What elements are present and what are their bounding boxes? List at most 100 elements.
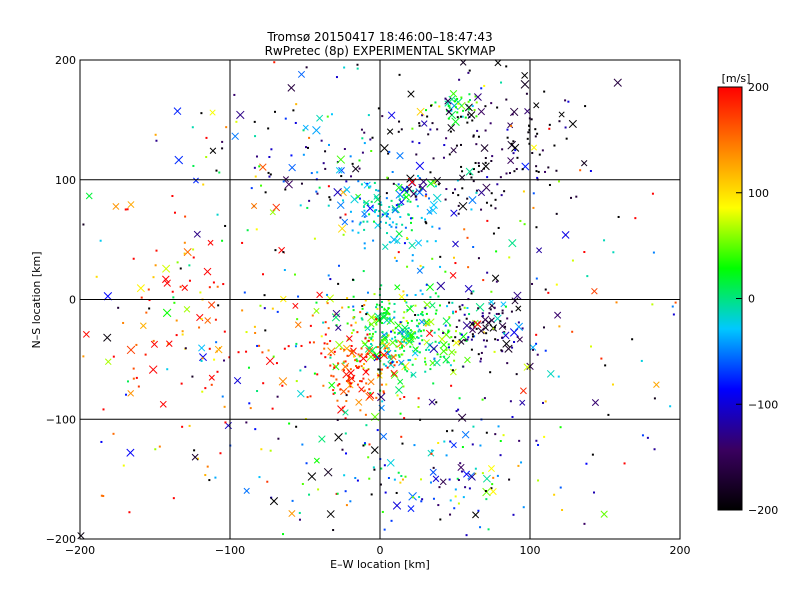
data-point-dot [535,277,538,280]
data-point-dot [429,171,432,174]
data-point-dot [409,200,412,203]
data-point-dot [306,396,309,399]
data-point-dot [373,209,376,212]
data-point-dot [438,105,441,108]
data-point-x [439,347,448,356]
data-point-dot [410,341,413,344]
data-point-dot [295,425,298,428]
data-point-x [392,501,402,510]
data-point-dot [224,421,227,424]
data-point-dot [461,115,464,118]
data-point-dot [489,308,492,311]
data-point-dot [430,452,433,455]
data-point-dot [351,229,354,232]
data-point-x [450,209,458,217]
data-point-dot [399,215,402,218]
data-point-dot [305,462,308,465]
data-point-dot [450,109,453,112]
data-point-dot [402,330,405,333]
data-point-dot [418,124,421,127]
data-point-dot [362,220,365,223]
data-point-dot [388,302,391,305]
data-point-dot [412,189,415,192]
data-point-x [236,110,245,120]
data-point-dot [537,443,540,446]
data-point-dot [438,486,441,489]
data-point-dot [367,114,370,117]
data-point-dot [363,247,366,250]
data-point-dot [472,134,475,137]
data-point-x [439,478,447,486]
data-point-dot [215,169,218,172]
data-point-dot [269,449,272,452]
data-point-dot [435,401,438,404]
data-point-x [335,340,344,350]
data-point-dot [511,346,514,349]
data-point-dot [326,342,329,345]
data-point-dot [534,128,537,131]
data-point-dot [366,311,369,314]
data-point-dot [367,456,370,459]
data-point-x [343,186,351,194]
data-point-x [437,334,447,344]
data-point-dot [457,408,460,411]
data-point-dot [484,129,487,132]
data-point-dot [332,389,335,392]
data-point-x [174,155,184,165]
data-point-dot [495,312,498,315]
data-point-dot [414,332,417,335]
data-point-x [346,335,353,342]
data-point-dot [154,133,157,136]
data-point-x [600,510,608,518]
data-point-dot [350,349,353,352]
data-point-dot [374,330,377,333]
data-point-dot [406,308,409,311]
data-point-x [453,97,463,107]
data-point-dot [575,195,578,198]
data-point-x [398,199,405,206]
data-point-dot [393,310,396,313]
data-point-dot [391,329,394,332]
data-point-dot [457,194,460,197]
data-point-dot [449,499,452,502]
data-point-x [513,291,522,300]
data-point-dot [193,449,196,452]
data-point-dot [445,137,448,140]
data-point-dot [381,331,384,334]
data-point-dot [399,321,402,324]
data-point-dot [416,336,419,339]
data-point-dot [471,335,474,338]
data-point-dot [421,114,424,117]
data-point-dot [347,377,350,380]
data-point-dot [470,292,473,295]
data-point-dot [433,331,436,334]
data-point-dot [483,397,486,400]
data-point-dot [414,314,417,317]
data-point-x [203,267,212,276]
data-point-dot [306,146,309,149]
data-point-dot [492,476,495,479]
data-point-dot [478,164,481,167]
data-point-dot [640,359,643,362]
data-point-dot [544,400,547,403]
data-point-dot [505,172,508,175]
data-point-x [521,71,529,79]
data-point-x [488,298,495,305]
data-point-dot [490,204,493,207]
data-point-dot [421,339,424,342]
data-point-dot [482,339,485,342]
data-point-dot [188,279,191,282]
data-point-dot [424,195,427,198]
data-point-dot [112,355,115,358]
data-point-dot [305,66,308,69]
data-point-dot [351,162,354,165]
data-point-dot [493,306,496,309]
data-point-x [407,505,415,513]
data-point-dot [208,347,211,350]
data-point-dot [373,468,376,471]
data-point-dot [313,237,316,240]
data-point-dot [418,185,421,188]
data-point-dot [417,330,420,333]
data-point-dot [424,324,427,327]
data-point-dot [363,242,366,245]
